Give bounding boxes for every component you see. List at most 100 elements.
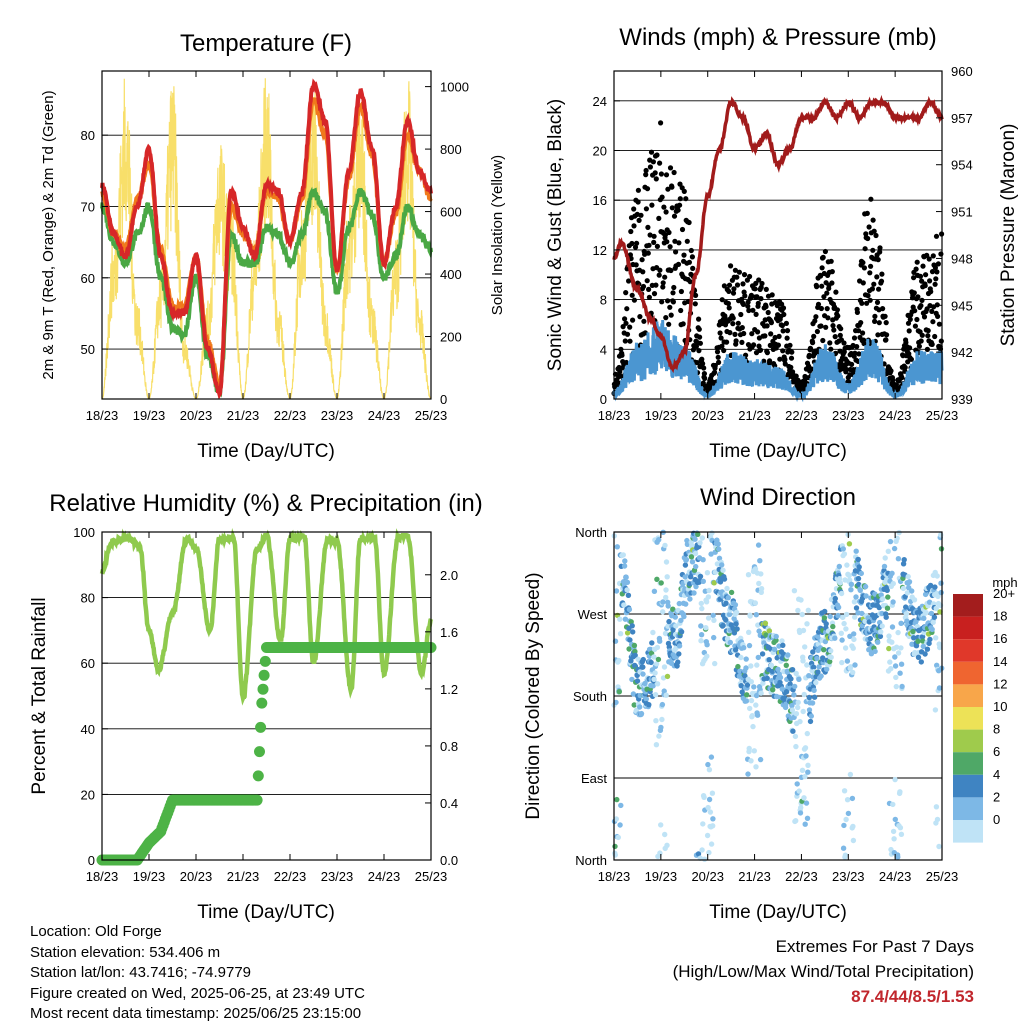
direction-point: [726, 611, 733, 618]
gust-point: [914, 316, 920, 323]
direction-point: [676, 651, 682, 657]
direction-point: [755, 622, 761, 628]
legend-label: 14: [993, 654, 1007, 669]
gust-point: [660, 280, 666, 286]
direction-point: [926, 640, 932, 647]
gust-point: [811, 333, 817, 339]
direction-point: [856, 581, 862, 588]
direction-point: [735, 663, 741, 670]
humidity-xtick-label: 18/23: [86, 869, 119, 884]
direction-point: [612, 843, 618, 850]
direction-xtick-label: 24/23: [879, 869, 912, 884]
direction-point: [751, 748, 757, 754]
gust-point: [932, 333, 938, 340]
direction-point: [621, 602, 627, 608]
temperature-ylabel-right: Solar Insolation (Yellow): [489, 155, 506, 315]
direction-point: [923, 610, 929, 616]
gust-point: [789, 349, 795, 355]
gust-point: [905, 320, 912, 326]
gust-point: [780, 305, 787, 311]
direction-point: [832, 635, 838, 641]
gust-point: [768, 320, 775, 326]
direction-point: [723, 617, 729, 623]
direction-point: [700, 578, 706, 584]
precip-ytick-right-label: 1.6: [440, 625, 458, 640]
direction-point: [866, 619, 872, 625]
direction-point: [889, 624, 896, 630]
direction-point: [793, 818, 799, 824]
gust-point: [918, 338, 924, 344]
direction-point: [777, 674, 784, 681]
gust-point: [644, 278, 650, 284]
gust-point: [908, 356, 915, 362]
direction-point: [705, 761, 711, 768]
direction-point: [898, 831, 905, 837]
direction-point: [848, 581, 855, 587]
temperature-ylabel-left: 2m & 9m T (Red, Orange) & 2m Td (Green): [40, 90, 57, 379]
humidity-ytick-label: 60: [81, 656, 95, 671]
gust-point: [675, 207, 681, 213]
direction-point: [692, 536, 698, 542]
gust-point: [915, 294, 921, 300]
direction-point: [935, 593, 941, 600]
gust-point: [793, 373, 799, 379]
gust-point: [813, 314, 819, 320]
gust-point: [870, 217, 876, 223]
gust-point: [823, 324, 829, 330]
direction-point: [804, 815, 811, 821]
direction-point: [853, 548, 859, 554]
direction-point: [733, 609, 740, 616]
precip-point: [252, 770, 264, 782]
direction-point: [719, 562, 725, 568]
gust-point: [924, 346, 931, 352]
gust-point: [860, 280, 866, 286]
direction-point: [850, 669, 856, 676]
gust-point: [753, 280, 759, 286]
direction-point: [768, 662, 775, 669]
direction-point: [618, 802, 624, 809]
temperature-xtick-label: 25/23: [415, 408, 448, 423]
direction-point: [844, 658, 851, 664]
gust-point: [875, 257, 881, 263]
gust-point: [623, 290, 629, 296]
direction-point: [653, 661, 660, 667]
direction-point: [932, 584, 938, 590]
gust-point: [869, 286, 876, 292]
solar-ytick-right-label: 400: [440, 267, 462, 282]
direction-point: [901, 557, 907, 563]
direction-point: [660, 609, 666, 615]
direction-point: [800, 627, 807, 634]
direction-point: [646, 702, 652, 708]
direction-point: [724, 585, 730, 592]
direction-point: [747, 613, 753, 619]
direction-point: [705, 804, 711, 811]
direction-point: [821, 647, 827, 653]
winds-xtick-label: 25/23: [926, 408, 959, 423]
temperature-ytick-label: 70: [81, 199, 95, 214]
station-info: Location: Old Forge Station elevation: 5…: [30, 922, 365, 1025]
gust-point: [938, 338, 944, 344]
gust-point: [693, 292, 699, 298]
gust-point: [692, 301, 698, 307]
direction-point: [844, 562, 850, 568]
direction-point: [613, 699, 619, 706]
direction-xtick-label: 21/23: [738, 869, 771, 884]
gust-point: [838, 326, 844, 332]
direction-point: [759, 651, 766, 657]
gust-point: [667, 304, 673, 310]
pressure-ytick-right-label: 945: [951, 298, 973, 313]
direction-point: [658, 580, 664, 586]
direction-point: [630, 691, 637, 697]
legend-swatch: [953, 616, 983, 640]
direction-point: [828, 648, 834, 654]
direction-point: [617, 616, 623, 622]
direction-point: [780, 642, 786, 648]
temperature-ytick-label: 60: [81, 271, 95, 286]
gust-point: [849, 361, 855, 367]
gust-point: [775, 342, 782, 348]
winds-xtick-label: 22/23: [785, 408, 818, 423]
direction-point: [884, 605, 891, 611]
direction-point: [783, 689, 790, 695]
direction-point: [743, 698, 750, 704]
direction-point: [623, 574, 629, 580]
